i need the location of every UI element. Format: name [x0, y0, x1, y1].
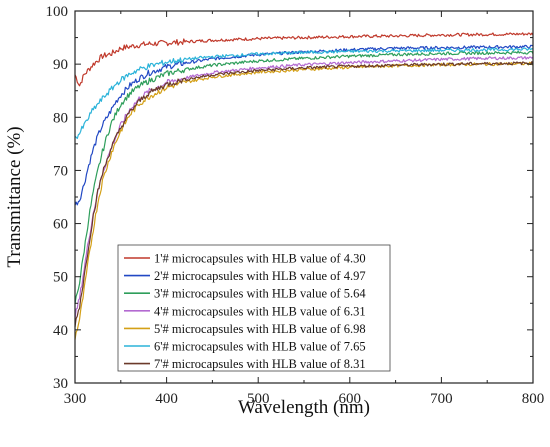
legend-label-2: 2'# microcapsules with HLB value of 4.97 — [154, 269, 366, 283]
y-tick-label: 60 — [53, 217, 68, 233]
axes-layer: 300 400 500 600 700 800 30 40 50 60 70 80 90 100 — [46, 4, 545, 407]
legend-items: 1'# microcapsules with HLB value of 4.30… — [124, 252, 366, 371]
x-tick-label: 500 — [247, 391, 270, 407]
legend-label-1: 1'# microcapsules with HLB value of 4.30 — [154, 252, 366, 266]
y-tick-label: 50 — [53, 270, 68, 286]
series-line-3 — [74, 50, 534, 305]
y-tick-label: 90 — [53, 57, 68, 73]
series-layer — [74, 32, 534, 340]
y-axis-title: Transmittance (%) — [4, 126, 25, 267]
y-tick-label: 30 — [53, 376, 68, 392]
x-tick-label: 600 — [339, 391, 362, 407]
x-axis-title: Wavelength (nm) — [238, 397, 370, 418]
series-line-1 — [74, 32, 534, 87]
legend-box — [117, 244, 391, 372]
x-tick-label: 700 — [430, 391, 453, 407]
x-tick-label: 300 — [64, 391, 87, 407]
series-line-6 — [74, 47, 534, 140]
x-tick-label: 800 — [522, 391, 545, 407]
legend: 1'# microcapsules with HLB value of 4.30… — [117, 244, 391, 372]
legend-label-6: 6'# microcapsules with HLB value of 7.65 — [154, 340, 366, 354]
legend-label-3: 3'# microcapsules with HLB value of 5.64 — [154, 287, 366, 301]
x-tick-label: 400 — [155, 391, 178, 407]
y-tick-label: 70 — [53, 163, 68, 179]
series-line-7 — [74, 61, 534, 328]
series-line-2 — [74, 44, 534, 206]
y-tick-label: 100 — [46, 4, 69, 20]
y-tick-label: 40 — [53, 323, 68, 339]
legend-label-7: 7'# microcapsules with HLB value of 8.31 — [154, 357, 366, 371]
y-tick-label: 80 — [53, 110, 68, 126]
legend-label-4: 4'# microcapsules with HLB value of 6.31 — [154, 304, 366, 318]
legend-label-5: 5'# microcapsules with HLB value of 6.98 — [154, 322, 366, 336]
